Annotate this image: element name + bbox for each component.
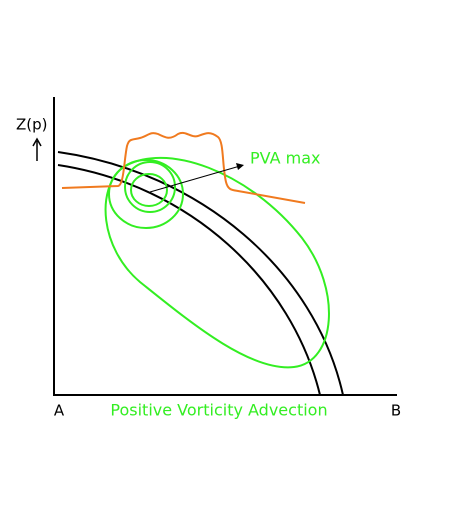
height-contour: [57, 164, 321, 396]
vorticity-contour: [130, 173, 168, 207]
vorticity-contour: [104, 156, 330, 369]
up-arrow-head: [32, 137, 42, 147]
axis-label: Z(p): [16, 116, 48, 134]
right-label: B: [391, 402, 401, 420]
vorticity-contour: [124, 161, 176, 213]
left-label: A: [54, 402, 65, 420]
vorticity-contour: [108, 159, 184, 229]
height-contour: [57, 151, 344, 396]
caption: Positive Vorticity Advection: [110, 401, 327, 420]
annotation: PVA max: [250, 149, 320, 168]
annotation-arrow-head: [236, 163, 244, 170]
annotation-arrow: [149, 165, 241, 193]
